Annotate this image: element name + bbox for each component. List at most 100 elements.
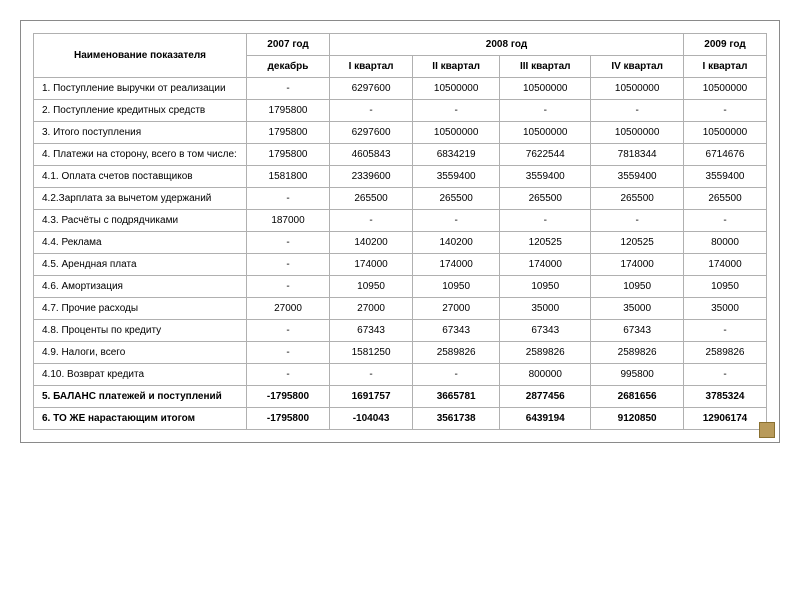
cell-q3: 67343 [500, 320, 591, 342]
cell-q1-09: 10950 [684, 276, 767, 298]
cell-q1-09: - [684, 364, 767, 386]
table-row: 4.2.Зарплата за вычетом удержаний-265500… [34, 188, 767, 210]
cell-q1-09: 10500000 [684, 122, 767, 144]
header-2008: 2008 год [330, 34, 684, 56]
cell-dec: - [247, 254, 330, 276]
cell-q1: - [330, 210, 413, 232]
row-label: 4.3. Расчёты с подрядчиками [34, 210, 247, 232]
cell-dec: 1581800 [247, 166, 330, 188]
cell-q3: 265500 [500, 188, 591, 210]
cell-q1-09: 3785324 [684, 386, 767, 408]
cell-q4: 120525 [591, 232, 684, 254]
cell-q1-09: 3559400 [684, 166, 767, 188]
cell-q1: 6297600 [330, 78, 413, 100]
row-label: 4.7. Прочие расходы [34, 298, 247, 320]
cell-q4: 9120850 [591, 408, 684, 430]
cell-dec: -1795800 [247, 386, 330, 408]
cell-q3: 6439194 [500, 408, 591, 430]
cell-q2: 67343 [413, 320, 500, 342]
table-row: 4. Платежи на сторону, всего в том числе… [34, 144, 767, 166]
table-row: 4.4. Реклама-140200140200120525120525800… [34, 232, 767, 254]
cell-q1: 265500 [330, 188, 413, 210]
cell-q1: 1581250 [330, 342, 413, 364]
cell-q2: 10500000 [413, 122, 500, 144]
header-december: декабрь [247, 56, 330, 78]
cell-q2: 3665781 [413, 386, 500, 408]
table-row: 3. Итого поступления17958006297600105000… [34, 122, 767, 144]
header-2009: 2009 год [684, 34, 767, 56]
cell-q1-09: - [684, 320, 767, 342]
cell-q1: -104043 [330, 408, 413, 430]
table-row: 4.5. Арендная плата-17400017400017400017… [34, 254, 767, 276]
cell-q3: 174000 [500, 254, 591, 276]
cell-q3: 800000 [500, 364, 591, 386]
cell-dec: 187000 [247, 210, 330, 232]
table-body: 1. Поступление выручки от реализации-629… [34, 78, 767, 430]
header-q3: III квартал [500, 56, 591, 78]
cell-q4: 10500000 [591, 122, 684, 144]
cell-dec: - [247, 232, 330, 254]
cell-q2: 265500 [413, 188, 500, 210]
cell-dec: - [247, 364, 330, 386]
cell-q4: 265500 [591, 188, 684, 210]
cell-q1: 140200 [330, 232, 413, 254]
resize-handle-icon [759, 422, 775, 438]
cell-q2: 174000 [413, 254, 500, 276]
header-q1-2009: I квартал [684, 56, 767, 78]
cell-q3: 2877456 [500, 386, 591, 408]
cell-q1: 174000 [330, 254, 413, 276]
table-row: 4.1. Оплата счетов поставщиков1581800233… [34, 166, 767, 188]
cell-q4: - [591, 210, 684, 232]
cell-q3: 10950 [500, 276, 591, 298]
cell-q2: 10500000 [413, 78, 500, 100]
cell-q1: 4605843 [330, 144, 413, 166]
cell-q1-09: 265500 [684, 188, 767, 210]
cell-q1-09: - [684, 210, 767, 232]
cell-q4: 3559400 [591, 166, 684, 188]
row-label: 4.1. Оплата счетов поставщиков [34, 166, 247, 188]
cell-q1-09: 2589826 [684, 342, 767, 364]
row-label: 6. ТО ЖЕ нарастающим итогом [34, 408, 247, 430]
cell-q1-09: 6714676 [684, 144, 767, 166]
cell-dec: 1795800 [247, 100, 330, 122]
table-row: 4.8. Проценты по кредиту-673436734367343… [34, 320, 767, 342]
row-label: 4.9. Налоги, всего [34, 342, 247, 364]
cell-q3: 2589826 [500, 342, 591, 364]
cell-q4: 35000 [591, 298, 684, 320]
cell-q4: - [591, 100, 684, 122]
cell-q2: 3559400 [413, 166, 500, 188]
cell-q2: 140200 [413, 232, 500, 254]
cell-q4: 10950 [591, 276, 684, 298]
header-q1: I квартал [330, 56, 413, 78]
financial-table: Наименование показателя 2007 год 2008 го… [33, 33, 767, 430]
table-row: 4.6. Амортизация-10950109501095010950109… [34, 276, 767, 298]
row-label: 4.8. Проценты по кредиту [34, 320, 247, 342]
cell-q3: 3559400 [500, 166, 591, 188]
cell-q3: 10500000 [500, 78, 591, 100]
cell-q4: 995800 [591, 364, 684, 386]
cell-q3: 120525 [500, 232, 591, 254]
header-2007: 2007 год [247, 34, 330, 56]
cell-q1: 2339600 [330, 166, 413, 188]
table-frame: Наименование показателя 2007 год 2008 го… [20, 20, 780, 443]
cell-q2: - [413, 100, 500, 122]
cell-q4: 174000 [591, 254, 684, 276]
cell-q1: 27000 [330, 298, 413, 320]
cell-dec: 1795800 [247, 144, 330, 166]
cell-dec: 1795800 [247, 122, 330, 144]
cell-dec: - [247, 188, 330, 210]
row-label: 3. Итого поступления [34, 122, 247, 144]
cell-q2: 10950 [413, 276, 500, 298]
table-row: 2. Поступление кредитных средств1795800-… [34, 100, 767, 122]
row-label: 1. Поступление выручки от реализации [34, 78, 247, 100]
cell-q2: - [413, 210, 500, 232]
header-q4: IV квартал [591, 56, 684, 78]
cell-q1-09: 10500000 [684, 78, 767, 100]
table-row: 4.3. Расчёты с подрядчиками187000----- [34, 210, 767, 232]
table-row: 4.7. Прочие расходы270002700027000350003… [34, 298, 767, 320]
cell-q1: 10950 [330, 276, 413, 298]
cell-q4: 2589826 [591, 342, 684, 364]
cell-q3: 10500000 [500, 122, 591, 144]
cell-q4: 2681656 [591, 386, 684, 408]
cell-q4: 7818344 [591, 144, 684, 166]
